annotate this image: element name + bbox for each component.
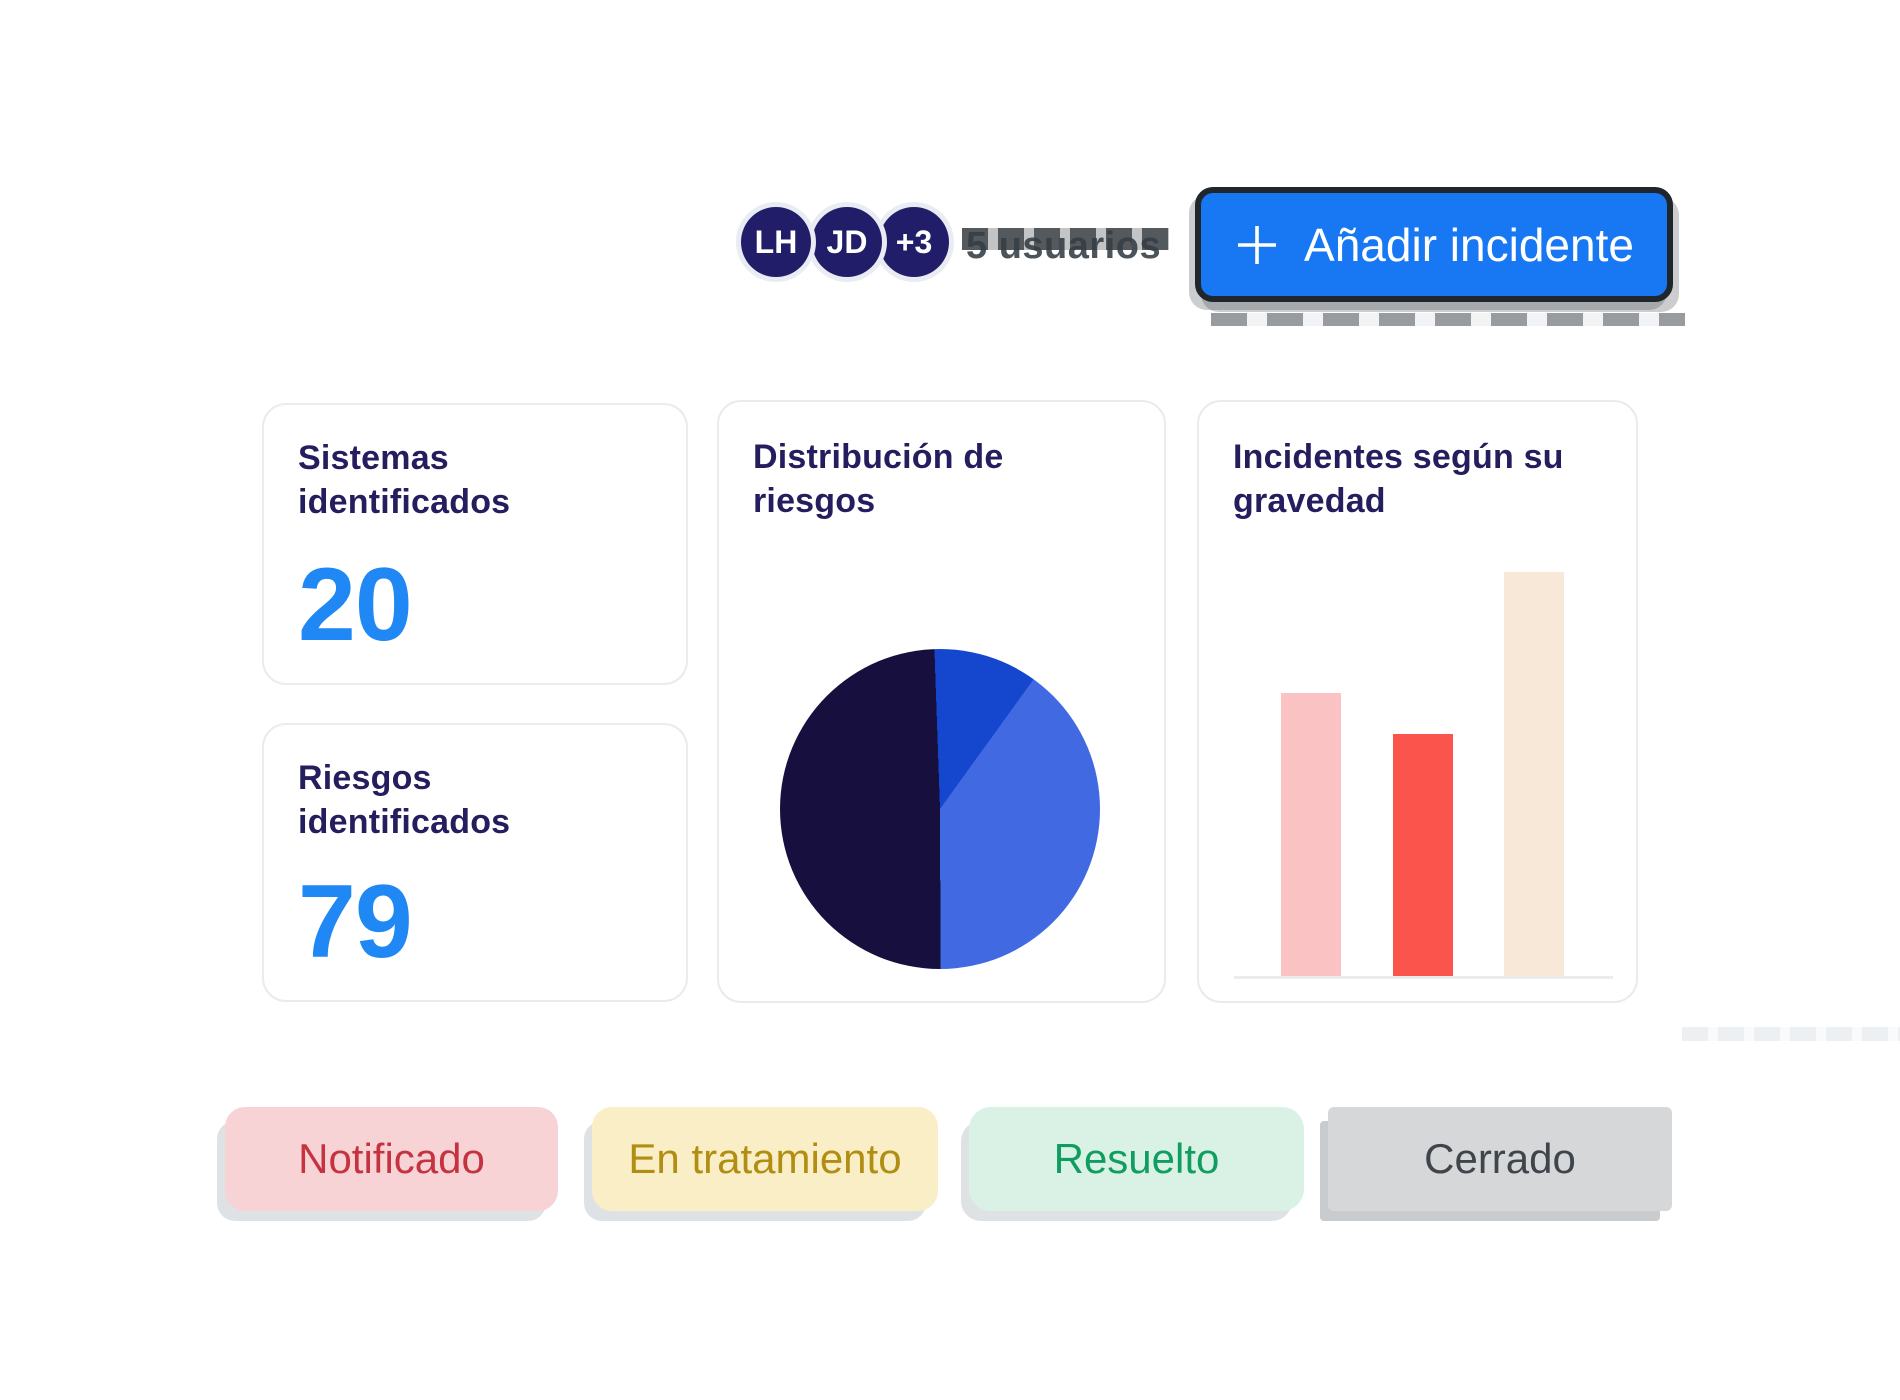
stat-card-title: Sistemas identificados — [298, 439, 511, 521]
stat-card-sistemas: Sistemas identificados 20 — [262, 403, 688, 685]
incidents-severity-bar-chart — [1281, 572, 1564, 976]
avatar-overflow-count[interactable]: +3 — [879, 207, 949, 277]
avatar-initials: LH — [754, 223, 798, 260]
status-badge-en-tratamiento[interactable]: En tratamiento — [592, 1107, 938, 1211]
users-count-label: 5 usuarios — [961, 224, 1170, 268]
bar — [1504, 572, 1564, 976]
avatar[interactable]: LH — [741, 207, 811, 277]
users-count-text: 5 usuarios — [966, 224, 1162, 267]
avatar[interactable]: JD — [812, 207, 882, 277]
status-badge-label: Resuelto — [1053, 1135, 1220, 1182]
bar — [1281, 693, 1341, 976]
bar-chart-card: Incidentes según su gravedad — [1197, 400, 1638, 1003]
status-badge-label: Cerrado — [1424, 1135, 1576, 1182]
status-badge-notificado[interactable]: Notificado — [225, 1107, 558, 1211]
x-axis-line — [1234, 976, 1613, 979]
status-badge-resuelto[interactable]: Resuelto — [969, 1107, 1304, 1211]
status-badge-cerrado[interactable]: Cerrado — [1328, 1107, 1672, 1211]
avatar-initials: +3 — [895, 223, 933, 260]
stat-card-riesgos: Riesgos identificados 79 — [262, 723, 688, 1002]
pie-chart-title: Distribución de riesgos — [753, 438, 1004, 520]
stat-card-value: 79 — [298, 864, 413, 980]
status-badge-label: Notificado — [298, 1135, 485, 1182]
add-incident-button[interactable]: Añadir incidente — [1195, 187, 1685, 326]
bar-chart-title: Incidentes según su gravedad — [1233, 438, 1564, 520]
status-badge-label: En tratamiento — [628, 1135, 902, 1182]
plus-icon — [1238, 225, 1277, 264]
risk-distribution-pie-chart — [780, 649, 1100, 969]
stat-card-value: 20 — [298, 547, 413, 663]
stat-card-title: Riesgos identificados — [298, 759, 511, 841]
add-incident-label: Añadir incidente — [1304, 218, 1634, 271]
decor-dots — [1682, 1027, 1900, 1041]
bar — [1392, 733, 1453, 976]
pie-chart-card: Distribución de riesgos — [717, 400, 1166, 1003]
avatar-initials: JD — [826, 223, 868, 260]
